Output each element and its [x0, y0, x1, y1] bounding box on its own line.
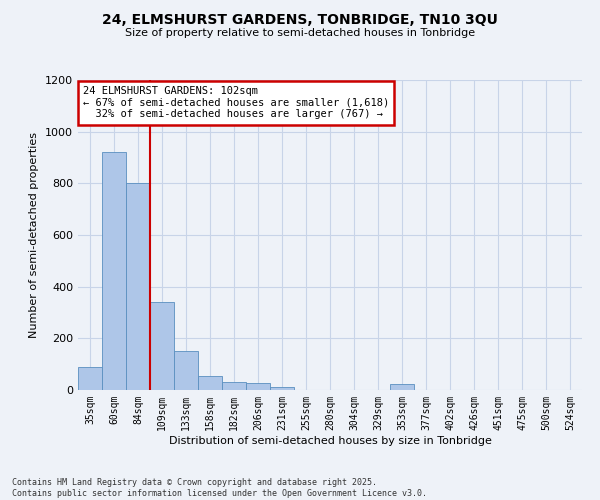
Y-axis label: Number of semi-detached properties: Number of semi-detached properties	[29, 132, 40, 338]
Bar	[174, 351, 198, 390]
Bar	[198, 376, 222, 390]
Text: 24 ELMSHURST GARDENS: 102sqm
← 67% of semi-detached houses are smaller (1,618)
 : 24 ELMSHURST GARDENS: 102sqm ← 67% of se…	[83, 86, 389, 120]
Bar	[126, 184, 150, 390]
Bar	[390, 384, 414, 390]
X-axis label: Distribution of semi-detached houses by size in Tonbridge: Distribution of semi-detached houses by …	[169, 436, 491, 446]
Bar	[246, 383, 270, 390]
Text: Contains HM Land Registry data © Crown copyright and database right 2025.
Contai: Contains HM Land Registry data © Crown c…	[12, 478, 427, 498]
Text: 24, ELMSHURST GARDENS, TONBRIDGE, TN10 3QU: 24, ELMSHURST GARDENS, TONBRIDGE, TN10 3…	[102, 12, 498, 26]
Bar	[150, 302, 174, 390]
Bar	[78, 367, 102, 390]
Bar	[270, 386, 294, 390]
Bar	[102, 152, 126, 390]
Bar	[222, 382, 246, 390]
Text: Size of property relative to semi-detached houses in Tonbridge: Size of property relative to semi-detach…	[125, 28, 475, 38]
